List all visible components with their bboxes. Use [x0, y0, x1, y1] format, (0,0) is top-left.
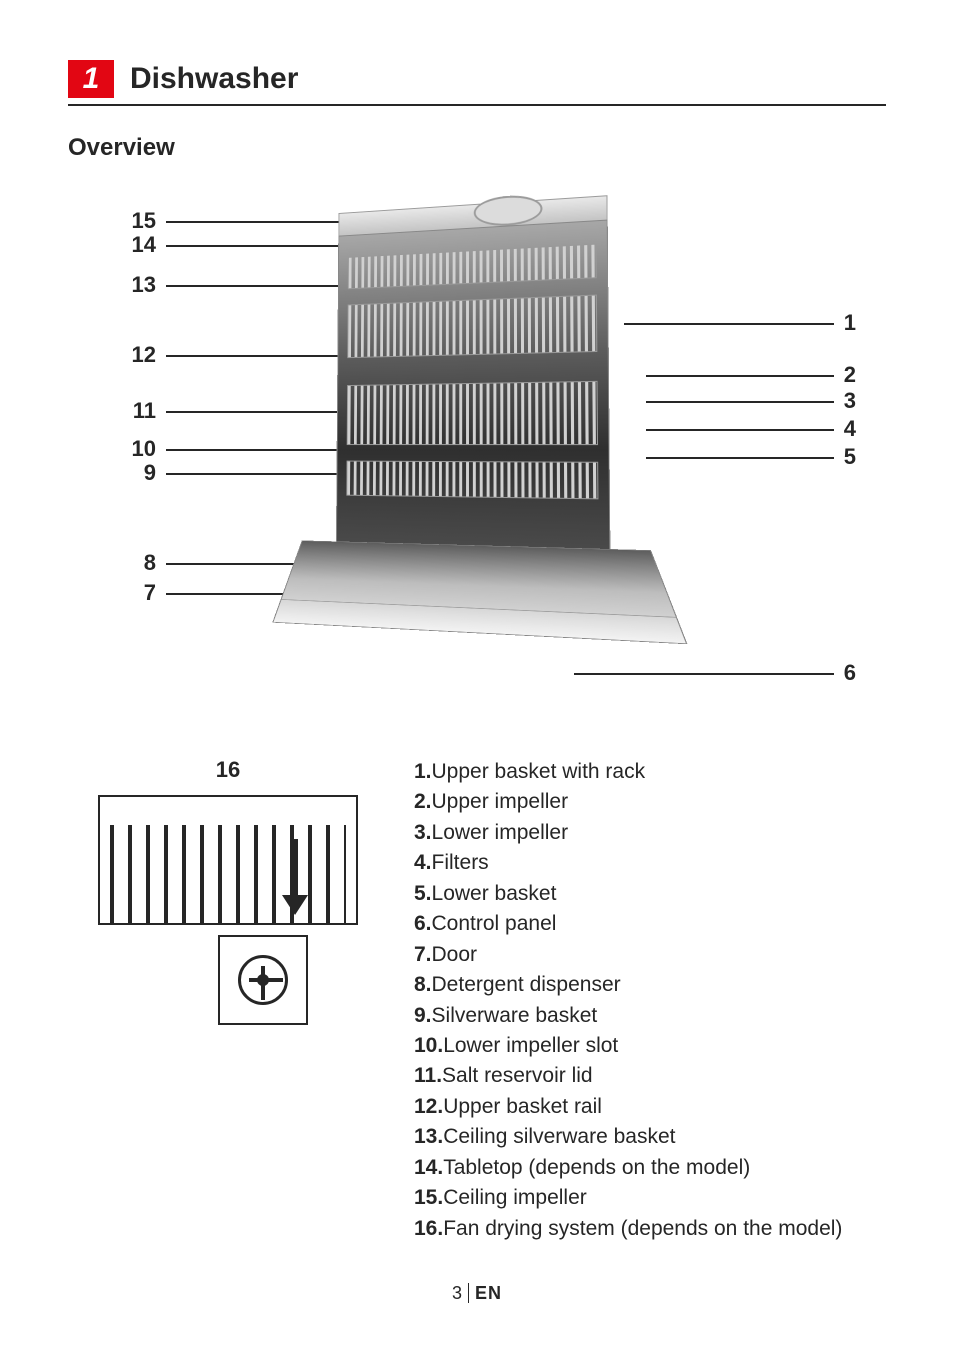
dishwasher-body	[336, 220, 610, 552]
parts-list-item-text: Ceiling silverware basket	[443, 1125, 675, 1148]
parts-list-item: 12.Upper basket rail	[414, 1092, 842, 1122]
parts-list-item-number: 13.	[414, 1125, 443, 1148]
parts-list-item: 6.Control panel	[414, 909, 842, 939]
footer-separator	[468, 1283, 469, 1303]
figure-16-box	[98, 795, 358, 925]
parts-list-item: 4.Filters	[414, 848, 842, 878]
parts-list-item-number: 3.	[414, 821, 432, 844]
parts-list-item: 11.Salt reservoir lid	[414, 1061, 842, 1091]
section-underline	[68, 104, 886, 106]
parts-list-item: 5.Lower basket	[414, 879, 842, 909]
pointer-left-12: 12	[116, 342, 156, 368]
base-rack	[346, 461, 598, 500]
parts-list-item: 3.Lower impeller	[414, 818, 842, 848]
pointer-right-5: 5	[844, 444, 856, 470]
parts-list-item: 9.Silverware basket	[414, 1001, 842, 1031]
parts-list-item-number: 16.	[414, 1217, 443, 1240]
parts-list-item-text: Salt reservoir lid	[442, 1064, 593, 1087]
parts-list-item-text: Upper impeller	[432, 790, 569, 813]
section-header: 1 Dishwasher	[68, 60, 886, 98]
language-code: EN	[475, 1283, 502, 1304]
parts-list-item-text: Fan drying system (depends on the model)	[443, 1217, 842, 1240]
section-title: Dishwasher	[130, 62, 298, 96]
pointer-left-14: 14	[116, 232, 156, 258]
parts-list-item: 8.Detergent dispenser	[414, 970, 842, 1000]
page-footer: 3 EN	[0, 1283, 954, 1304]
parts-list-item-number: 15.	[414, 1186, 443, 1209]
parts-list-item-text: Lower basket	[432, 882, 557, 905]
figure-16-inset	[218, 935, 308, 1025]
parts-list-item-number: 9.	[414, 1004, 432, 1027]
parts-list-item-number: 1.	[414, 760, 432, 783]
parts-list-item-text: Door	[432, 943, 478, 966]
pointer-left-15: 15	[116, 208, 156, 234]
pointer-left-13: 13	[116, 272, 156, 298]
control-panel-strip	[274, 599, 686, 643]
parts-list-item-text: Ceiling impeller	[443, 1186, 587, 1209]
arrow-down-icon	[278, 837, 312, 917]
parts-list-item: 10.Lower impeller slot	[414, 1031, 842, 1061]
parts-list-item-number: 14.	[414, 1156, 443, 1179]
parts-list-item-number: 12.	[414, 1095, 443, 1118]
figure-16: 16	[68, 757, 388, 1244]
parts-list-item-number: 6.	[414, 912, 432, 935]
parts-list-item-text: Filters	[432, 851, 489, 874]
parts-list-item-number: 4.	[414, 851, 432, 874]
pointer-right-1: 1	[844, 310, 856, 336]
parts-list-item: 1.Upper basket with rack	[414, 757, 842, 787]
parts-list-item-text: Control panel	[432, 912, 557, 935]
pointer-left-11: 11	[116, 398, 156, 424]
dishwasher-illustration	[336, 195, 611, 600]
parts-list-item-text: Upper basket with rack	[432, 760, 646, 783]
pointer-right-6: 6	[844, 660, 856, 686]
pointer-right-2: 2	[844, 362, 856, 388]
parts-list-item-text: Tabletop (depends on the model)	[443, 1156, 750, 1179]
parts-list-item: 13.Ceiling silverware basket	[414, 1122, 842, 1152]
figure-16-label: 16	[68, 757, 388, 783]
parts-list-item-text: Detergent dispenser	[432, 973, 621, 996]
parts-list-item: 7.Door	[414, 940, 842, 970]
ceiling-silverware-basket	[348, 244, 597, 290]
pointer-left-8: 8	[116, 550, 156, 576]
page-number: 3	[452, 1283, 462, 1304]
parts-list-item-text: Silverware basket	[432, 1004, 598, 1027]
pointer-left-10: 10	[116, 436, 156, 462]
pointer-right-4: 4	[844, 416, 856, 442]
parts-list-item-number: 5.	[414, 882, 432, 905]
upper-basket	[347, 295, 597, 359]
parts-list-item-text: Upper basket rail	[443, 1095, 602, 1118]
pointer-right-3: 3	[844, 388, 856, 414]
section-number-badge: 1	[68, 60, 114, 98]
pointer-left-9: 9	[116, 460, 156, 486]
parts-list-item: 15.Ceiling impeller	[414, 1183, 842, 1213]
dishwasher-door	[272, 540, 687, 644]
parts-list: 1.Upper basket with rack2.Upper impeller…	[414, 757, 842, 1244]
parts-list-item-number: 8.	[414, 973, 432, 996]
parts-list-item-number: 10.	[414, 1034, 443, 1057]
dishwasher-diagram: 151413121110987 123456	[68, 182, 888, 717]
fan-icon	[238, 955, 288, 1005]
parts-list-item-number: 2.	[414, 790, 432, 813]
parts-list-item: 2.Upper impeller	[414, 787, 842, 817]
parts-list-item: 16.Fan drying system (depends on the mod…	[414, 1214, 842, 1244]
parts-list-item-number: 11.	[414, 1064, 442, 1087]
parts-list-item-text: Lower impeller slot	[443, 1034, 618, 1057]
parts-list-item: 14.Tabletop (depends on the model)	[414, 1153, 842, 1183]
parts-list-item-number: 7.	[414, 943, 432, 966]
parts-list-item-text: Lower impeller	[432, 821, 569, 844]
lower-basket	[347, 381, 598, 445]
pointer-left-7: 7	[116, 580, 156, 606]
overview-heading: Overview	[68, 134, 886, 162]
